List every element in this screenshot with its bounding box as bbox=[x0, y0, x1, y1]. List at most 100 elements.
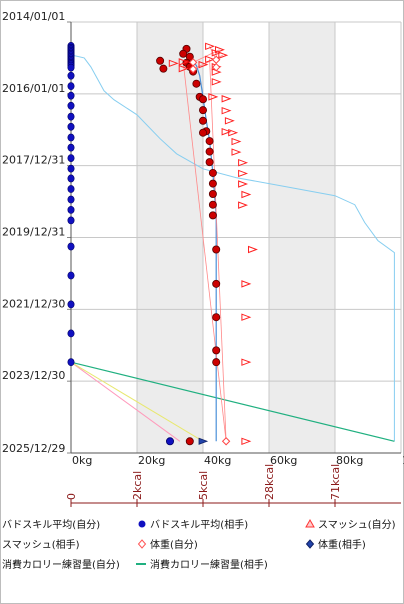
smash-self-point bbox=[224, 117, 235, 125]
skill-opponent-point bbox=[212, 313, 221, 322]
series-marks bbox=[67, 42, 258, 446]
skill-opponent-point bbox=[208, 200, 217, 209]
smash-self-point bbox=[231, 137, 242, 146]
kcal-axis: 0 2kcal 5kcal 28kcal 71kcal bbox=[65, 464, 401, 507]
skill-self-point bbox=[67, 154, 75, 162]
calorie-line-self bbox=[70, 54, 395, 442]
y-tick-label: 2016/01/01 bbox=[2, 82, 65, 95]
skill-self-point bbox=[67, 101, 75, 110]
kcal-tick-label: 28kcal bbox=[263, 464, 276, 500]
kcal-tick-label: 71kcal bbox=[329, 464, 342, 500]
grid-lines bbox=[67, 21, 402, 454]
skill-self-point bbox=[67, 216, 75, 225]
skill-opponent-point bbox=[156, 56, 165, 65]
smash-self-point bbox=[211, 49, 222, 57]
y-tick-label: 2023/12/30 bbox=[2, 369, 65, 382]
skill-opponent-point bbox=[208, 179, 217, 188]
smash-self-point bbox=[168, 59, 179, 68]
skill-opponent-point bbox=[179, 49, 188, 58]
skill-opponent-point bbox=[185, 437, 194, 446]
skill-self-point bbox=[67, 300, 75, 309]
skill-self-point bbox=[67, 242, 75, 251]
smash-self-point bbox=[228, 128, 239, 137]
date-axis-labels: 2014/01/01 2016/01/01 2017/12/31 2019/12/31… bbox=[2, 10, 65, 455]
x-tick-label: 80kg bbox=[336, 454, 363, 467]
smash-self-point bbox=[205, 55, 216, 64]
smash-self-point bbox=[178, 58, 189, 66]
smash-self-point bbox=[218, 51, 229, 59]
legend-label: 体重(自分) bbox=[150, 538, 198, 551]
y-tick-label: 2025/12/29 bbox=[2, 442, 65, 455]
x-tick-label: 60kg bbox=[270, 454, 297, 467]
weight-axis-labels: 0kg 20kg 40kg 60kg 80kg 100kg bbox=[72, 454, 404, 467]
legend-label: バドスキル平均(自分) bbox=[2, 518, 100, 531]
skill-opponent-point bbox=[208, 190, 217, 199]
smash-link bbox=[182, 61, 227, 442]
smash-self-point bbox=[238, 169, 249, 178]
smash-self-point bbox=[208, 93, 219, 101]
skill-opponent-point bbox=[185, 52, 194, 61]
legend-label: 体重(相手) bbox=[318, 538, 366, 551]
kcal-tick-label: 5kcal bbox=[197, 471, 210, 500]
skill-self-point bbox=[67, 133, 75, 142]
x-tick-label: 0kg bbox=[72, 454, 92, 467]
skill-blue-ball bbox=[165, 437, 174, 446]
skill-opponent-point bbox=[198, 95, 207, 104]
legend-label: 消費カロリー練習量(相手) bbox=[150, 558, 268, 571]
skill-opponent-point bbox=[208, 168, 217, 177]
skill-self-point bbox=[67, 174, 75, 183]
legend-marker-ball-icon bbox=[138, 520, 146, 528]
skill-opponent-point bbox=[212, 245, 221, 254]
y-tick-label: 2017/12/31 bbox=[2, 154, 65, 167]
legend-label: バドスキル平均(相手) bbox=[150, 518, 248, 531]
smash-self-point bbox=[238, 180, 249, 188]
skill-opponent-point bbox=[212, 358, 221, 367]
smash-self-point bbox=[241, 280, 252, 288]
smash-self-point bbox=[241, 190, 252, 199]
skill-self-point bbox=[67, 71, 75, 80]
x-tick-label: 100kg bbox=[402, 454, 404, 467]
y-tick-label: 2014/01/01 bbox=[2, 10, 65, 23]
smash-self-point bbox=[178, 64, 189, 73]
connector-line-0 bbox=[70, 361, 181, 442]
skill-self-point bbox=[67, 358, 75, 367]
skill-self-point bbox=[67, 122, 75, 131]
smash-self-point bbox=[248, 245, 258, 254]
skill-self-point bbox=[67, 164, 75, 173]
x-tick-label: 40kg bbox=[204, 454, 231, 467]
skill-opponent-point bbox=[198, 128, 207, 137]
skill-opponent-point bbox=[208, 211, 217, 220]
smash-self-point bbox=[241, 313, 252, 321]
skill-opponent-point bbox=[198, 106, 207, 115]
connector-line-1 bbox=[70, 361, 204, 442]
legend-marker-triangle-icon bbox=[305, 518, 315, 528]
skill-opponent-point bbox=[192, 79, 201, 88]
smash-opponent-point bbox=[211, 62, 221, 72]
legend-label: スマッシュ(相手) bbox=[2, 538, 80, 551]
skill-self-point bbox=[67, 91, 75, 100]
skill-self-point bbox=[67, 63, 75, 72]
skill-self-point bbox=[67, 82, 75, 91]
y-tick-label: 2021/12/30 bbox=[2, 297, 65, 310]
smash-self-point bbox=[205, 42, 216, 51]
legend-marker-diamond-icon bbox=[305, 539, 315, 549]
skill-opponent-point bbox=[205, 158, 214, 167]
legend-marker-diamond-icon bbox=[137, 539, 147, 549]
smash-opponent-point bbox=[188, 64, 198, 74]
skill-opponent-point bbox=[159, 64, 168, 73]
skill-opponent-point bbox=[205, 137, 214, 146]
smash-self-point bbox=[221, 106, 232, 115]
skill-self-point bbox=[67, 143, 75, 152]
skill-opponent-point bbox=[212, 279, 221, 288]
skill-opponent-point bbox=[205, 147, 214, 156]
skill-self-point bbox=[67, 112, 75, 121]
skill-opponent-point bbox=[198, 116, 207, 125]
legend: バドスキル平均(自分) バドスキル平均(相手) スマッシュ(自分) スマッシュ(相手)… bbox=[2, 518, 396, 571]
weight-opponent-point bbox=[198, 437, 209, 445]
smash-self-point bbox=[238, 158, 249, 167]
smash-self-point bbox=[215, 46, 225, 54]
calorie-line-opponent bbox=[70, 361, 395, 442]
smash-self-point bbox=[238, 201, 249, 209]
smash-self-point bbox=[231, 148, 242, 156]
